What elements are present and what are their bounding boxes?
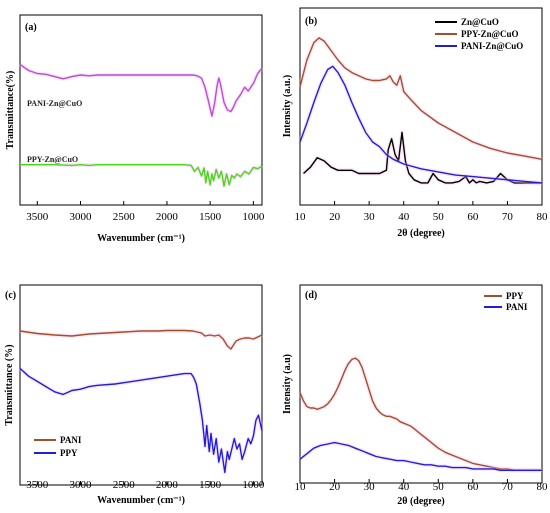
panel-a-series-label-pani: PANI-Zn@CuO <box>27 99 82 108</box>
panel-d-xlabel: 2θ (degree) <box>397 496 445 507</box>
panel-a-series-1-line <box>20 163 263 187</box>
legend-b-entry-1: PPY-Zn@CuO <box>461 29 519 39</box>
panel-a-xtick-label-1: 3000 <box>70 211 93 223</box>
panel-a-xtick-label-2: 2500 <box>113 211 136 223</box>
panel-b-xtick-label-3: 40 <box>398 211 410 223</box>
panel-c-xtick-label-3: 2000 <box>156 479 179 491</box>
panel-c-series-0-halo <box>19 328 263 351</box>
panel-d-label: (d) <box>305 290 317 301</box>
panel-a-xtick-label-4: 1500 <box>199 211 222 223</box>
panel-b-frame <box>299 7 543 206</box>
panel-b-plot: 10 20 30 40 50 60 70 80 <box>295 35 549 223</box>
panel-c-frame <box>19 284 263 486</box>
panel-b-series-0-line <box>303 131 542 184</box>
panel-b-ylabel: Intensity (a.u.) <box>282 75 293 138</box>
panel-c-series-1-halo <box>18 366 264 475</box>
panel-c-plot: 3500 3000 2500 2000 1500 1000 <box>18 328 265 491</box>
panel-b-xtick-label-6: 70 <box>502 211 514 223</box>
panel-d-xtick-label-1: 20 <box>329 481 341 493</box>
panel-b-series-2-line <box>299 65 543 184</box>
panel-a-label: (a) <box>25 22 37 33</box>
panel-a-xtick-label-0: 3500 <box>26 211 49 223</box>
panel-a-series-0-line <box>19 63 263 117</box>
panel-b-label: (b) <box>305 16 317 27</box>
panel-b-legend: Zn@CuO PPY-Zn@CuO PANI-Zn@CuO <box>435 17 523 51</box>
panel-c-xtick-label-1: 3000 <box>70 479 93 491</box>
panel-c-series-0-line <box>19 329 263 350</box>
panel-a-series-label-ppy: PPY-Zn@CuO <box>27 155 78 164</box>
panel-d-series-1-line <box>299 441 542 471</box>
panel-a-frame <box>19 14 263 206</box>
legend-c-entry-0: PANI <box>60 435 82 445</box>
panel-d: (d) Intensity (a.u) 2θ (degree) 10 20 30 40… <box>282 284 549 507</box>
panel-b-xtick-label-0: 10 <box>295 211 307 223</box>
panel-a-ylabel: Transmittance(%) <box>5 71 16 150</box>
legend-d-entry-1: PANI <box>506 302 528 312</box>
panel-d-xtick-label-2: 30 <box>364 481 376 493</box>
panel-c-xtick-label-5: 1000 <box>242 479 265 491</box>
panel-b-series-2-halo <box>298 64 543 185</box>
panel-b-xtick-label-2: 30 <box>364 211 376 223</box>
panel-b-series-1-halo <box>298 35 543 162</box>
panel-a-xlabel: Wavenumber (cm⁻¹) <box>97 233 185 244</box>
panel-d-xtick-label-0: 10 <box>295 481 307 493</box>
legend-c-entry-1: PPY <box>60 448 78 458</box>
panel-c-label: (c) <box>5 290 16 301</box>
panel-c-xtick-label-4: 1500 <box>199 479 222 491</box>
panel-d-xtick-label-7: 80 <box>537 481 549 493</box>
panel-a-plot: 3500 3000 2500 2000 1500 1000 <box>18 62 265 223</box>
legend-d-entry-0: PPY <box>506 291 524 301</box>
panel-b-series-0-halo <box>302 130 542 185</box>
panel-d-plot: 10 20 30 40 50 60 70 80 <box>295 356 549 493</box>
panel-d-ylabel: Intensity (a.u) <box>282 354 293 414</box>
panel-c-series-1-line <box>19 367 263 474</box>
panel-b-xtick-label-7: 80 <box>537 211 549 223</box>
panel-b: (b) Intensity (a.u.) 2θ (degree) 10 20 30 4… <box>282 7 549 239</box>
panel-d-xtick-label-5: 60 <box>467 481 479 493</box>
panel-c-xtick-label-2: 2500 <box>113 479 136 491</box>
panel-c-xlabel: Wavenumber (cm⁻¹) <box>97 495 185 506</box>
panel-a-xtick-label-5: 1000 <box>242 211 265 223</box>
panel-c: (c) Transmittance (%) Wavenumber (cm⁻¹) … <box>4 284 265 506</box>
panel-d-xtick-label-6: 70 <box>502 481 514 493</box>
panel-b-series-1-line <box>299 37 543 160</box>
legend-b-entry-0: Zn@CuO <box>461 17 499 27</box>
panel-c-ylabel: Transmittance (%) <box>4 344 15 425</box>
panel-d-frame <box>299 284 543 484</box>
panel-a: (a) Transmittance(%) Wavenumber (cm⁻¹) P… <box>5 14 265 244</box>
panel-a-xtick-label-3: 2000 <box>156 211 179 223</box>
panel-a-series-0-halo <box>18 62 264 119</box>
panel-b-xtick-label-5: 60 <box>467 211 479 223</box>
panel-d-series-0-halo <box>298 356 542 473</box>
panel-d-xtick-label-3: 40 <box>398 481 410 493</box>
panel-d-xtick-label-4: 50 <box>433 481 445 493</box>
panel-d-series-0-line <box>299 357 542 471</box>
panel-b-xtick-label-4: 50 <box>433 211 445 223</box>
legend-b-entry-2: PANI-Zn@CuO <box>461 41 523 51</box>
panel-d-series-1-halo <box>298 440 542 473</box>
panel-c-xtick-label-0: 3500 <box>26 479 49 491</box>
panel-b-xlabel: 2θ (degree) <box>397 228 445 239</box>
panel-c-legend: PANI PPY <box>34 435 82 458</box>
panel-b-xtick-label-1: 20 <box>329 211 341 223</box>
